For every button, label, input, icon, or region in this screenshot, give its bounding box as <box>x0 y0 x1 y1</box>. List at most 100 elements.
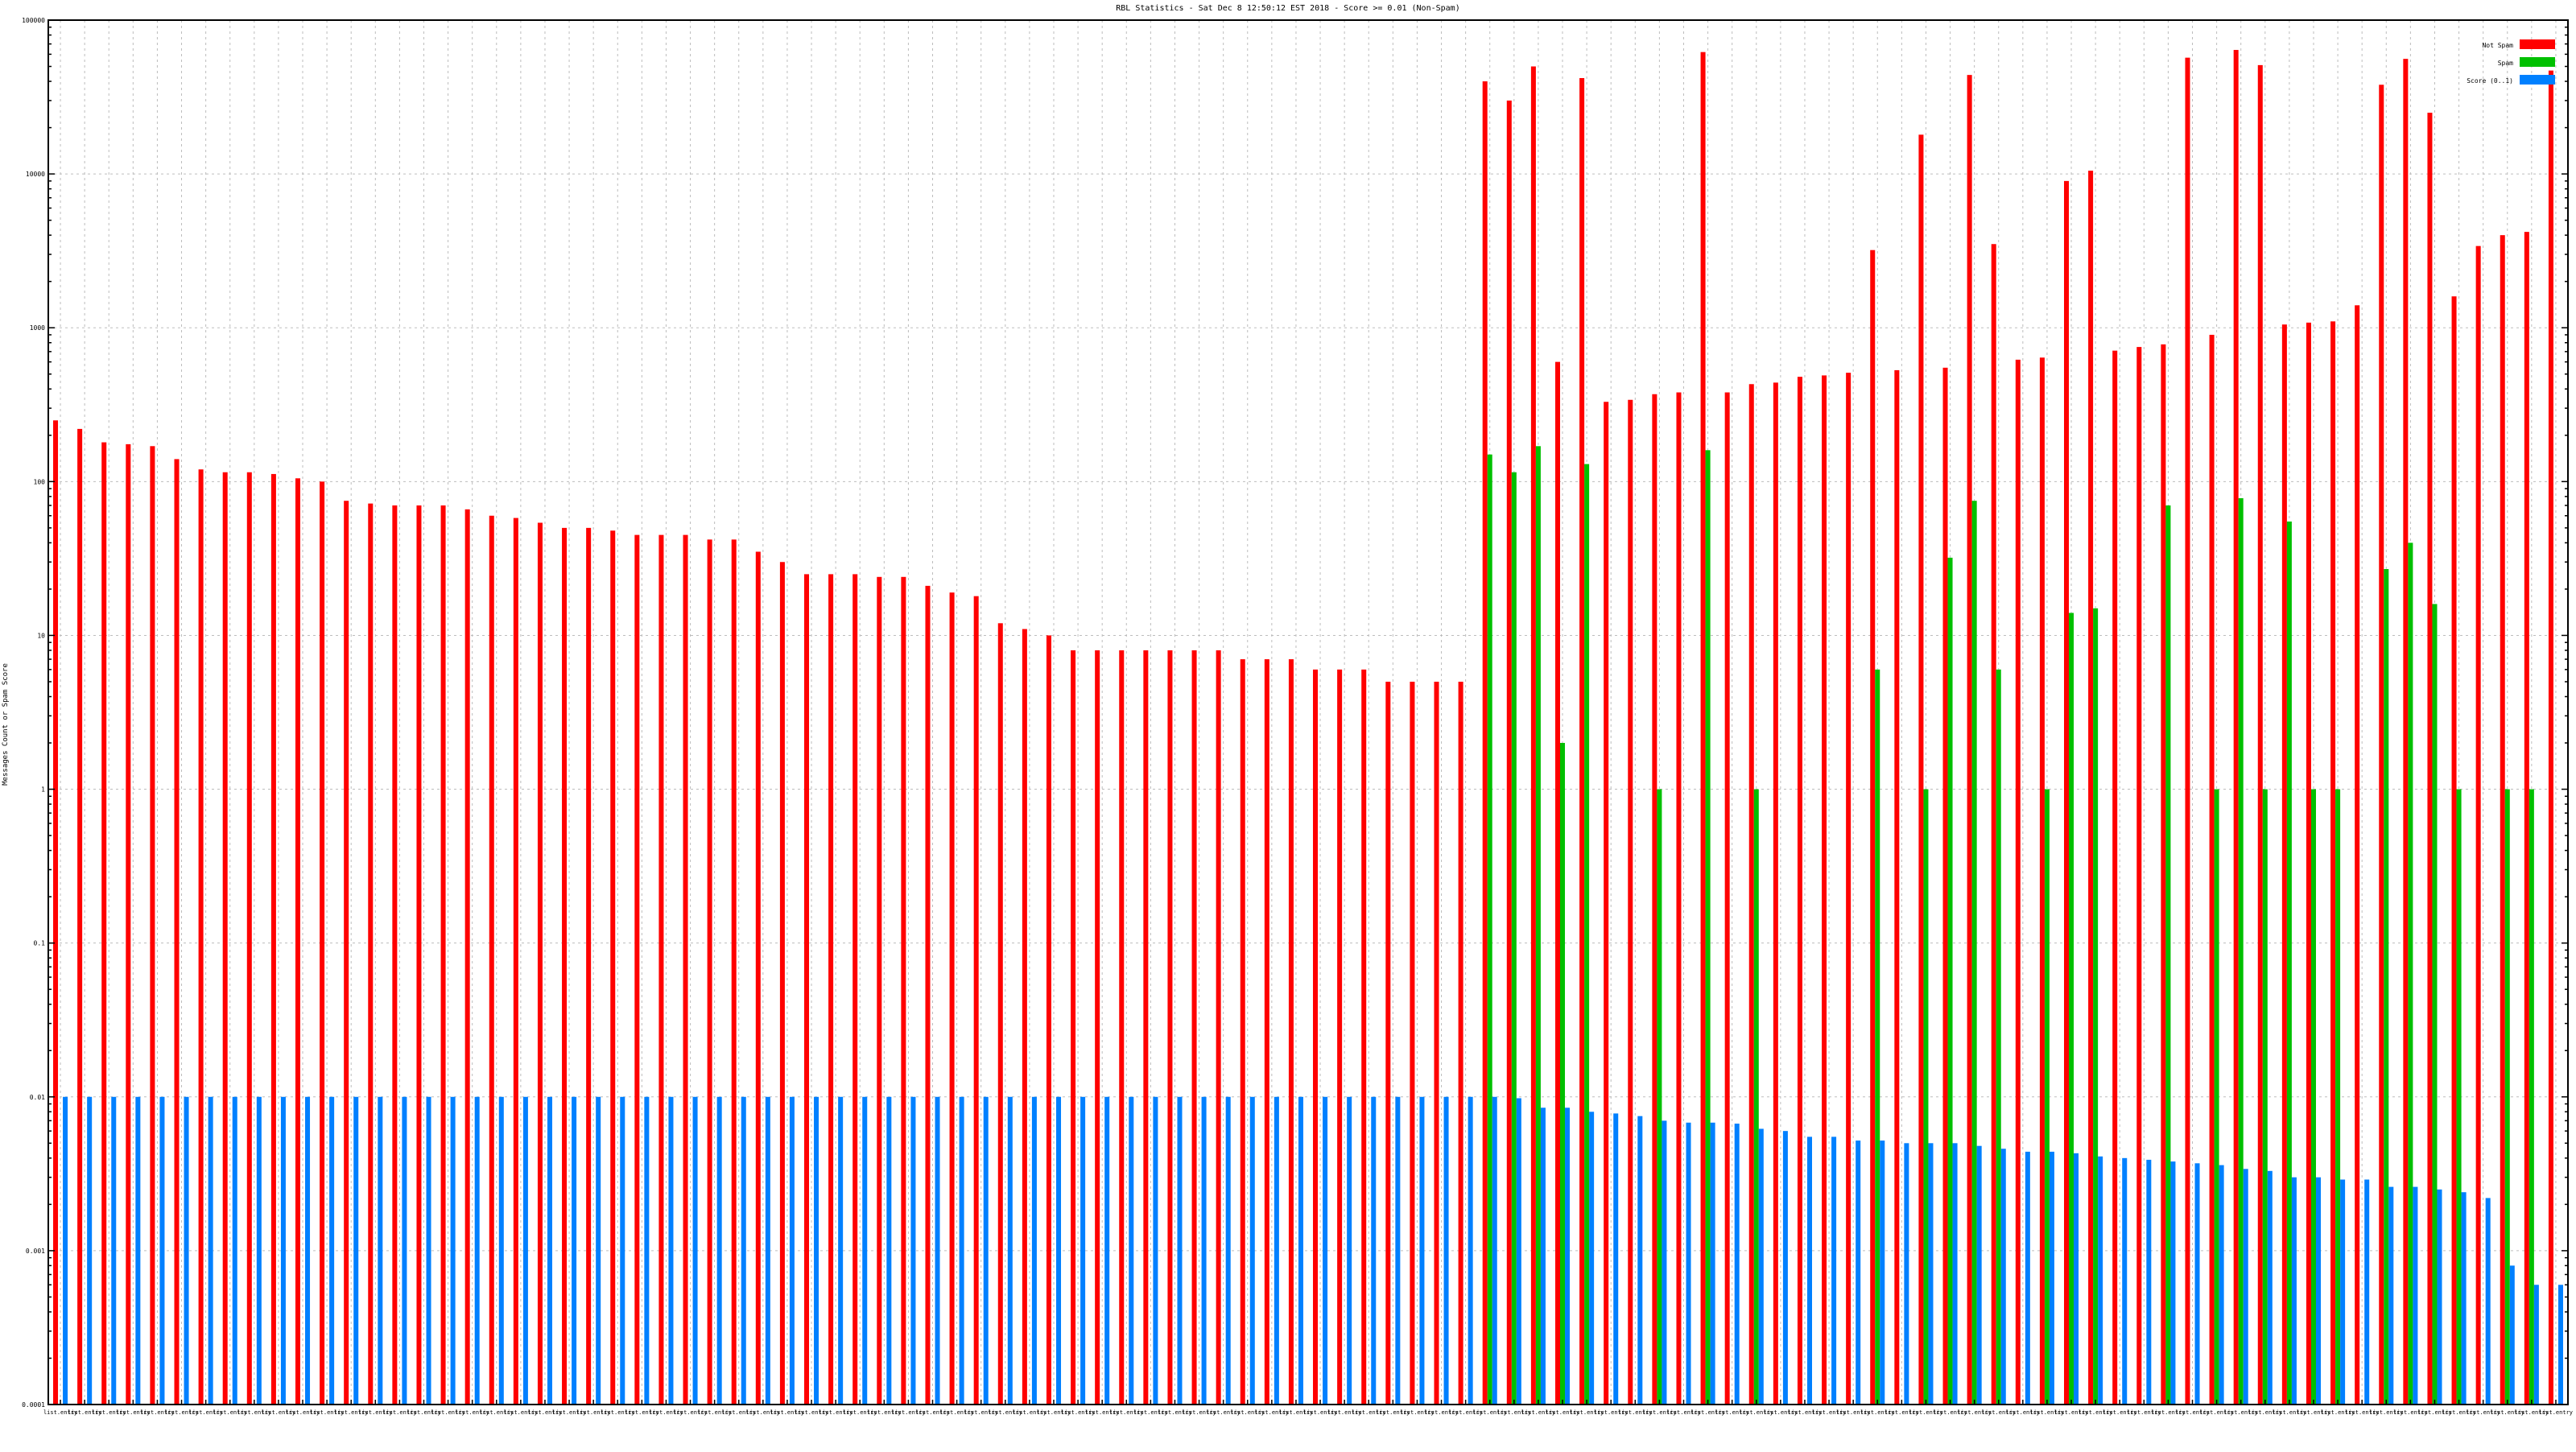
bar-score-0-1 <box>1952 1143 1958 1405</box>
bar-score-0-1 <box>2122 1157 2128 1405</box>
bar-spam <box>1584 464 1590 1405</box>
bar-spam <box>1560 743 1566 1405</box>
bar-not-spam <box>1530 66 1536 1405</box>
bar-score-0-1 <box>305 1096 311 1405</box>
bar-score-0-1 <box>1637 1116 1643 1405</box>
bar-not-spam <box>2403 59 2409 1405</box>
bar-spam <box>1875 669 1880 1405</box>
bar-score-0-1 <box>159 1096 165 1405</box>
bar-score-0-1 <box>426 1096 431 1405</box>
bar-spam <box>2529 789 2534 1405</box>
x-tick-label: list.entry <box>2006 1409 2040 1416</box>
x-tick-label: list.entry <box>673 1409 707 1416</box>
bar-not-spam <box>2064 180 2070 1405</box>
bar-not-spam <box>2427 113 2433 1405</box>
legend-label: Score (0..1) <box>2467 77 2513 85</box>
bar-score-0-1 <box>2098 1156 2103 1405</box>
bar-not-spam <box>464 509 470 1405</box>
bar-score-0-1 <box>2000 1149 2006 1405</box>
bar-score-0-1 <box>814 1096 819 1405</box>
x-tick-label: list.entry <box>1642 1409 1676 1416</box>
bar-spam <box>2165 505 2171 1405</box>
x-tick-label: list.entry <box>2417 1409 2451 1416</box>
bar-score-0-1 <box>208 1096 213 1405</box>
bar-spam <box>2335 789 2341 1405</box>
bar-not-spam <box>1385 681 1391 1405</box>
bar-score-0-1 <box>716 1096 722 1405</box>
bar-score-0-1 <box>1249 1096 1255 1405</box>
bars-layer <box>53 50 2563 1405</box>
bar-score-0-1 <box>1056 1096 1062 1405</box>
bar-not-spam <box>804 574 810 1405</box>
bar-score-0-1 <box>2485 1198 2491 1405</box>
bar-score-0-1 <box>644 1096 650 1405</box>
x-tick-label: list.entry <box>504 1409 538 1416</box>
legend-swatch <box>2520 57 2555 67</box>
bar-score-0-1 <box>1129 1096 1134 1405</box>
x-tick-label: list.entry <box>722 1409 756 1416</box>
x-tick-label: list.entry <box>2321 1409 2355 1416</box>
bar-score-0-1 <box>765 1096 770 1405</box>
bar-not-spam <box>1604 402 1609 1405</box>
x-tick-label: list.entry <box>528 1409 562 1416</box>
bar-score-0-1 <box>983 1096 989 1405</box>
x-tick-label: list.entry <box>1013 1409 1046 1416</box>
bar-not-spam <box>222 472 228 1405</box>
bar-not-spam <box>2233 50 2239 1405</box>
x-tick-label: list.entry <box>1860 1409 1894 1416</box>
bar-not-spam <box>1191 650 1197 1405</box>
axis-layer: 0.0001 0.001 0.01 0.1 1 10 100 1000 10000 100000 l… <box>22 17 2573 1416</box>
bar-score-0-1 <box>2219 1165 2224 1405</box>
bar-score-0-1 <box>2437 1189 2442 1405</box>
bar-score-0-1 <box>789 1096 795 1405</box>
x-tick-label: list.entry <box>989 1409 1022 1416</box>
bar-not-spam <box>779 562 785 1405</box>
x-tick-label: list.entry <box>2030 1409 2064 1416</box>
x-tick-label: list.entry <box>189 1409 223 1416</box>
bar-not-spam <box>513 518 518 1405</box>
x-tick-label: list.entry <box>334 1409 368 1416</box>
bar-score-0-1 <box>1347 1096 1352 1405</box>
bar-not-spam <box>368 503 374 1405</box>
bar-not-spam <box>1942 367 1948 1405</box>
bar-score-0-1 <box>1177 1096 1183 1405</box>
bar-not-spam <box>1288 659 1294 1405</box>
x-tick-label: list.entry <box>1594 1409 1628 1416</box>
x-tick-label: list.entry <box>1109 1409 1143 1416</box>
bar-not-spam <box>707 539 712 1405</box>
x-tick-label: list.entry <box>915 1409 949 1416</box>
x-tick-label: list.entry <box>2248 1409 2282 1416</box>
x-tick-label: list.entry <box>2079 1409 2112 1416</box>
bar-not-spam <box>1724 392 1730 1405</box>
bar-not-spam <box>1240 659 1245 1405</box>
x-tick-label: list.entry <box>1958 1409 1992 1416</box>
bar-not-spam <box>1046 635 1051 1405</box>
bar-score-0-1 <box>2049 1151 2054 1405</box>
x-tick-label: list.entry <box>1158 1409 1191 1416</box>
bar-not-spam <box>1313 669 1319 1405</box>
bar-score-0-1 <box>886 1096 892 1405</box>
bar-not-spam <box>658 534 664 1405</box>
bar-not-spam <box>416 505 422 1405</box>
bar-not-spam <box>440 505 446 1405</box>
bar-score-0-1 <box>498 1096 504 1405</box>
bar-score-0-1 <box>329 1096 335 1405</box>
x-tick-label: list.entry <box>2273 1409 2306 1416</box>
x-tick-label: list.entry <box>358 1409 392 1416</box>
x-tick-label: list.entry <box>310 1409 344 1416</box>
bar-score-0-1 <box>378 1096 383 1405</box>
bar-not-spam <box>1216 650 1221 1405</box>
bar-not-spam <box>2161 344 2166 1405</box>
bar-not-spam <box>1264 659 1269 1405</box>
bar-not-spam <box>949 592 955 1405</box>
x-tick-label: list.entry <box>2467 1409 2500 1416</box>
bar-score-0-1 <box>1976 1145 1982 1405</box>
bar-not-spam <box>270 473 276 1405</box>
bar-spam <box>2384 569 2389 1405</box>
bar-not-spam <box>586 527 592 1405</box>
x-tick-label: list.entry <box>1400 1409 1434 1416</box>
legend-swatch <box>2520 39 2555 49</box>
bar-score-0-1 <box>838 1096 844 1405</box>
x-tick-label: list.entry <box>237 1409 271 1416</box>
bar-not-spam <box>1652 394 1657 1405</box>
